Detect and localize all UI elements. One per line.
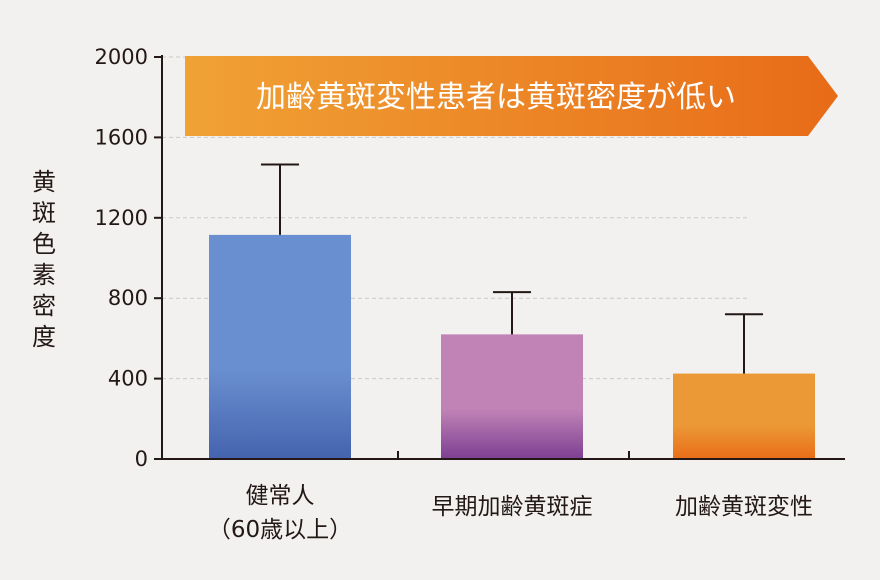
chart-title: 加齢黄斑変性患者は黄斑密度が低い: [256, 80, 736, 115]
bar-3: [673, 373, 815, 459]
error-bars: [261, 163, 763, 374]
bar-1: [209, 234, 351, 459]
axes: [154, 55, 845, 460]
y-tick-label: 2000: [95, 45, 148, 69]
y-tick-label: 800: [108, 286, 148, 310]
category-sublabel-1: （60歳以上）: [208, 517, 352, 543]
y-tick-labels: 0 400 800 1200 1600 2000: [95, 45, 148, 471]
banner-arrow: [185, 56, 838, 136]
category-label-3: 加齢黄斑変性: [675, 494, 813, 520]
x-category-labels: 健常人 （60歳以上） 早期加齢黄斑症 加齢黄斑変性: [208, 483, 813, 543]
y-tick-label: 400: [108, 367, 148, 391]
bars: [209, 234, 815, 459]
y-tick-label: 1600: [95, 125, 148, 149]
category-label-1: 健常人: [246, 483, 315, 509]
title-banner: 加齢黄斑変性患者は黄斑密度が低い: [185, 56, 838, 136]
bar-2: [441, 334, 583, 459]
y-tick-label: 1200: [95, 206, 148, 230]
y-tick-label: 0: [135, 447, 148, 471]
category-label-2: 早期加齢黄斑症: [432, 494, 593, 520]
y-axis-label: 黄斑色素密度: [32, 168, 56, 351]
